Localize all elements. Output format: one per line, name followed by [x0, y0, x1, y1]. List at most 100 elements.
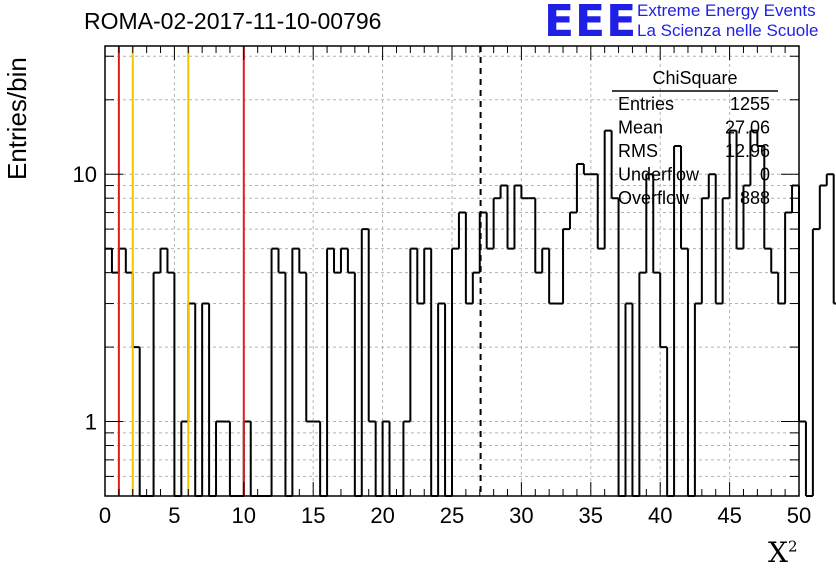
x-tick-label: 0: [99, 503, 111, 528]
histogram-bin: [180, 420, 189, 496]
histogram-bin: [575, 162, 584, 213]
histogram-bin: [798, 185, 806, 423]
histogram-bin: [707, 173, 716, 199]
stats-row-value: 888: [740, 188, 770, 208]
histogram-bin: [686, 248, 695, 497]
stats-row-label: Underflow: [618, 165, 700, 185]
histogram-bin: [756, 130, 765, 148]
histogram-bin: [582, 163, 591, 176]
histogram-bin: [159, 247, 168, 273]
histogram-bin: [791, 184, 799, 213]
histogram-bin: [770, 248, 779, 274]
x-tick-label: 25: [440, 503, 464, 528]
histogram-bin: [693, 302, 702, 496]
histogram-bin: [818, 184, 827, 230]
histogram-bin: [804, 421, 813, 497]
logo-mark: EEE: [544, 0, 638, 47]
y-axis-label: Entries/bin: [2, 57, 32, 180]
x-axis-label-superscript: 2: [787, 537, 798, 556]
histogram-bin: [284, 272, 293, 497]
histogram-bin: [471, 271, 480, 304]
histogram-bin: [652, 174, 661, 274]
histogram-bin: [680, 146, 688, 250]
histogram-bin: [444, 303, 452, 497]
histogram-bin: [353, 272, 362, 497]
histogram-bin: [506, 185, 515, 250]
histogram-bin: [777, 272, 786, 305]
histogram-bin: [423, 247, 432, 304]
histogram-bin: [832, 174, 836, 305]
x-axis-label-text: X: [768, 536, 788, 569]
histogram-bin: [784, 211, 793, 304]
histogram-bin: [277, 248, 286, 274]
histogram-bin: [367, 229, 376, 423]
histogram-bin: [638, 271, 647, 496]
stats-row-label: Mean: [618, 118, 663, 138]
run-title: ROMA-02-2017-11-10-00796: [84, 8, 382, 34]
logo-line-2: La Scienza nelle Scuole: [637, 21, 819, 40]
histogram-bin: [430, 248, 439, 497]
histogram-bin: [152, 271, 161, 496]
histogram-bin: [534, 198, 543, 274]
histogram-bin: [603, 129, 612, 249]
x-tick-label: 50: [787, 503, 811, 528]
histogram-bin: [763, 146, 772, 250]
histogram-bin: [499, 184, 508, 199]
stats-row-label: Entries: [618, 94, 674, 114]
x-tick-label: 20: [370, 503, 394, 528]
stats-title: ChiSquare: [652, 68, 737, 88]
histogram-bin: [360, 228, 369, 496]
eee-logo: EEE Extreme Energy Events La Scienza nel…: [544, 0, 836, 47]
histogram-bin: [520, 185, 529, 200]
y-tick-label: 10: [73, 162, 97, 187]
histogram-bin: [721, 197, 730, 304]
histogram-bin: [201, 302, 210, 496]
histogram-bin: [291, 247, 300, 496]
histogram-bin: [596, 174, 605, 250]
histogram-bin: [166, 248, 175, 274]
stats-row-value: 0: [760, 165, 770, 185]
histogram-bin: [346, 248, 355, 274]
histogram-bin: [513, 184, 522, 249]
x-tick-label: 10: [232, 503, 256, 528]
histogram-bin: [811, 228, 820, 496]
stats-row-value: 27.06: [725, 118, 770, 138]
histogram-bin: [298, 248, 307, 274]
histogram-bin: [568, 211, 577, 230]
logo-line-1: Extreme Energy Events: [637, 1, 816, 20]
histogram-bin: [173, 272, 182, 497]
histogram-bin: [339, 247, 348, 273]
stats-row-value: 1255: [730, 94, 770, 114]
histogram-bin: [457, 211, 466, 249]
histogram-bin: [541, 247, 550, 273]
histogram-bin: [673, 145, 682, 496]
histogram-bin: [631, 303, 640, 497]
histogram-bin: [624, 302, 633, 496]
histogram-bin: [131, 272, 140, 349]
histogram-bin: [610, 130, 619, 200]
histogram-bin: [714, 174, 723, 305]
histogram-bin: [645, 173, 654, 273]
histogram-bin: [700, 197, 709, 304]
histogram-bin: [409, 247, 418, 422]
histogram-bin: [416, 248, 425, 305]
stats-row-label: Overflow: [618, 188, 690, 208]
histogram-bin: [215, 420, 223, 496]
histogram-bin: [464, 212, 473, 305]
histogram-bin: [451, 247, 459, 496]
histogram-bin: [187, 302, 196, 422]
histogram-bin: [194, 303, 203, 497]
x-tick-label: 5: [168, 503, 180, 528]
histogram-bin: [402, 420, 411, 496]
histogram-bin: [735, 130, 744, 250]
histogram-bin: [742, 184, 751, 249]
x-tick-label: 30: [509, 503, 533, 528]
histogram-bin: [825, 173, 834, 186]
x-tick-label: 35: [579, 503, 603, 528]
histogram-bin: [110, 248, 119, 274]
histogram-bin: [208, 303, 217, 497]
histogram-bin: [437, 302, 446, 496]
histogram-bin: [548, 248, 557, 305]
histogram-bin: [333, 248, 341, 274]
